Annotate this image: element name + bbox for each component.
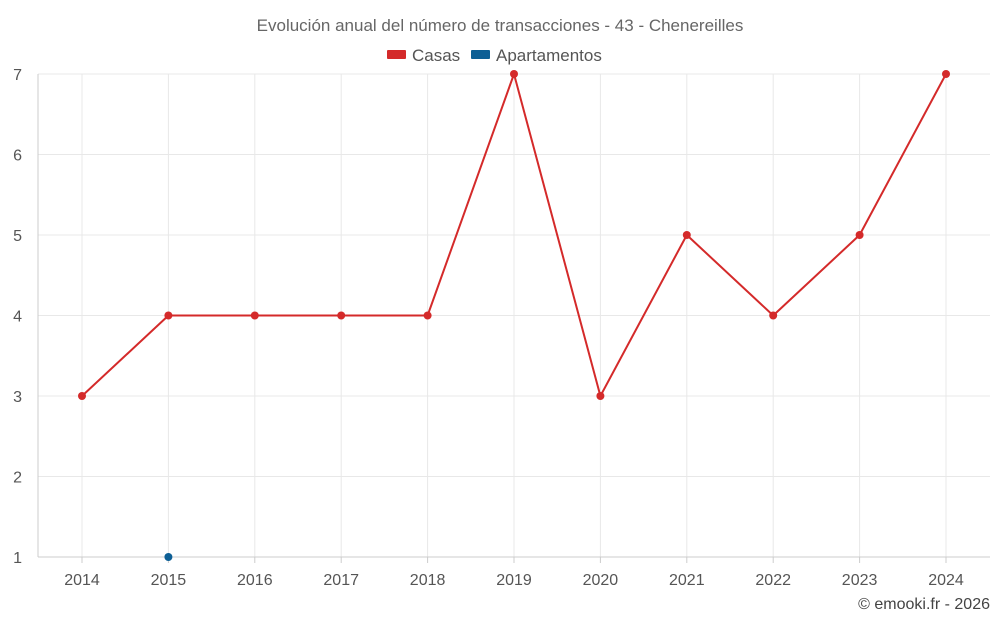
legend-item-apartamentos[interactable]: Apartamentos	[471, 46, 602, 65]
y-axis-ticks: 1 2 3 4 5 6 7	[13, 67, 22, 567]
y-tick-label-2: 2	[13, 470, 22, 487]
x-tick-label-2021: 2021	[669, 572, 705, 589]
data-point-casas-2023[interactable]	[855, 231, 864, 239]
x-tick-label-2016: 2016	[237, 572, 273, 589]
x-tick-label-2017: 2017	[323, 572, 359, 589]
data-point-apartamentos-2015[interactable]	[164, 553, 173, 561]
legend-swatch-casas	[387, 50, 406, 59]
x-tick-label-2015: 2015	[151, 572, 187, 589]
legend-label-casas: Casas	[412, 46, 460, 65]
data-point-casas-2024[interactable]	[942, 70, 950, 78]
data-point-casas-2016[interactable]	[250, 311, 259, 320]
x-tick-label-2019: 2019	[496, 572, 532, 589]
y-tick-label-1: 1	[13, 550, 22, 567]
data-point-casas-2019[interactable]	[510, 70, 518, 78]
data-point-casas-2020[interactable]	[596, 392, 605, 400]
y-tick-label-4: 4	[13, 309, 22, 326]
data-point-casas-2018[interactable]	[423, 311, 432, 320]
data-point-casas-2015[interactable]	[164, 311, 173, 320]
legend-item-casas[interactable]: Casas	[387, 46, 460, 65]
series-casas	[78, 70, 950, 400]
y-tick-label-6: 6	[13, 148, 22, 165]
x-tick-label-2020: 2020	[583, 572, 619, 589]
chart-title: Evolución anual del número de transaccio…	[257, 16, 744, 35]
data-point-casas-2014[interactable]	[78, 392, 86, 400]
series	[78, 70, 950, 561]
x-tick-label-2022: 2022	[755, 572, 791, 589]
x-axis-ticks: 2014 2015 2016 2017 2018 2019 2020 2021 2022 2023…	[64, 557, 964, 589]
data-point-casas-2021[interactable]	[682, 231, 691, 239]
legend: Casas Apartamentos	[387, 46, 602, 65]
y-tick-label-3: 3	[13, 389, 22, 406]
x-tick-label-2024: 2024	[928, 572, 964, 589]
x-tick-label-2014: 2014	[64, 572, 100, 589]
credit-text: © emooki.fr - 2026	[858, 596, 990, 613]
legend-label-apartamentos: Apartamentos	[496, 46, 602, 65]
legend-swatch-apartamentos	[471, 50, 490, 59]
x-tick-label-2018: 2018	[410, 572, 446, 589]
x-tick-label-2023: 2023	[842, 572, 878, 589]
data-point-casas-2022[interactable]	[769, 311, 778, 320]
series-apartamentos	[164, 553, 173, 561]
y-tick-label-7: 7	[13, 67, 22, 84]
y-tick-label-5: 5	[13, 228, 22, 245]
data-point-casas-2017[interactable]	[337, 311, 346, 320]
